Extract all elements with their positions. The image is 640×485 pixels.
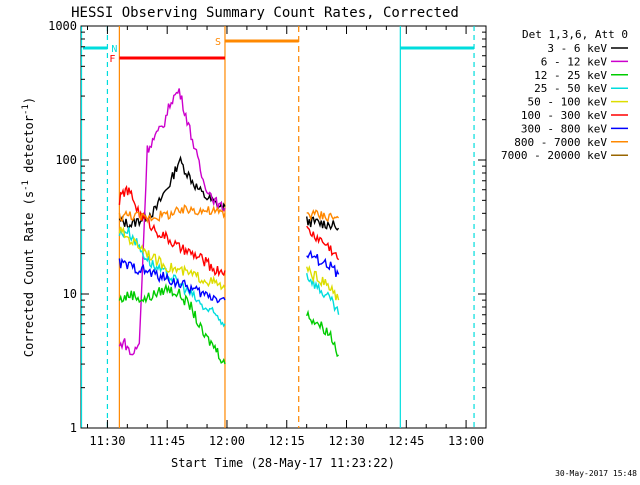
legend-item-label-6: 300 - 800 keV [521,122,607,135]
legend-item-label-5: 100 - 300 keV [521,109,607,122]
x-tick-label-0: 11:30 [89,434,125,448]
series-line-3-seg-1 [306,273,340,315]
legend-item-label-8: 7000 - 20000 keV [501,149,607,162]
y-axis-label-sup1: -1 [21,180,31,191]
series-line-5-seg-0 [118,184,226,278]
y-tick-label-0: 1 [70,421,77,435]
legend-item-label-3: 25 - 50 keV [534,82,607,95]
x-tick-label-3: 12:15 [269,434,305,448]
legend-item-label-4: 50 - 100 keV [528,96,608,109]
legend-item-label-0: 3 - 6 keV [547,42,607,55]
x-tick-label-5: 12:45 [388,434,424,448]
series-line-7-seg-0 [118,204,226,224]
series-line-4-seg-1 [306,264,340,301]
legend-header: Det 1,3,6, Att 0 [522,28,628,41]
legend-item-label-7: 800 - 7000 keV [514,136,607,149]
y-axis-label: Corrected Count Rate (s-1 detector-1) [21,97,36,357]
series-line-6-seg-0 [118,257,226,304]
x-tick-label-1: 11:45 [149,434,185,448]
flag-label-F: F [109,54,115,65]
x-axis-label: Start Time (28-May-17 11:23:22) [171,456,395,470]
y-axis-label-end: ) [22,97,36,104]
series-line-1-seg-0 [118,88,226,356]
chart-title: HESSI Observing Summary Count Rates, Cor… [71,5,459,21]
flag-label-S: S [215,37,221,48]
series-line-4-seg-0 [118,226,226,291]
x-tick-label-6: 13:00 [448,434,484,448]
chart-axes: 11:30 11:45 12:00 12:15 12:30 12:45 13:00 1 10 10… [48,19,487,448]
series-line-5-seg-1 [306,225,340,261]
series-line-6-seg-1 [306,249,340,278]
y-tick-label-3: 1000 [48,19,77,33]
series-line-2-seg-1 [306,309,339,358]
series-line-7-seg-1 [306,209,340,223]
series-line-2-seg-0 [118,282,226,365]
x-tick-label-4: 12:30 [328,434,364,448]
chart-marks: NF S [80,26,475,428]
legend-item-label-1: 6 - 12 keV [541,55,608,68]
y-tick-label-2: 100 [55,153,77,167]
series-line-0-seg-1 [306,216,340,231]
timestamp: 30-May-2017 15:48 [555,469,637,478]
y-axis-label-mid: detector [22,115,36,180]
y-tick-label-1: 10 [63,287,77,301]
x-tick-label-2: 12:00 [209,434,245,448]
series-line-0-seg-0 [118,155,226,231]
y-axis-label-sup2: -1 [21,104,31,115]
legend-item-label-2: 12 - 25 keV [534,69,607,82]
flag-label-N: N [111,44,117,55]
y-axis-label-main: Corrected Count Rate (s [22,191,36,357]
